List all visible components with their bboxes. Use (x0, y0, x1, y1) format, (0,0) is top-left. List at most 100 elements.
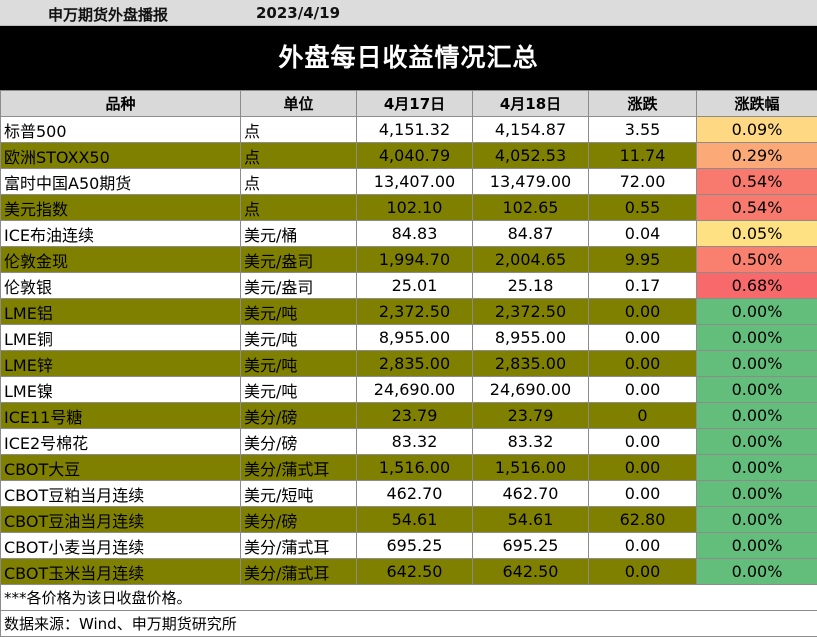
price-date2-cell: 2,004.65 (473, 247, 589, 273)
change-pct-cell: 0.29% (697, 143, 817, 169)
report-source-name: 申万期货外盘播报 (48, 4, 168, 25)
unit-cell: 美分/磅 (241, 429, 357, 455)
source-row: 数据来源：Wind、申万期货研究所 (1, 611, 817, 637)
unit-cell: 美分/磅 (241, 507, 357, 533)
instrument-name: LME铝 (1, 299, 241, 325)
change-cell: 9.95 (589, 247, 697, 273)
instrument-name: ICE布油连续 (1, 221, 241, 247)
instrument-name: 标普500 (1, 117, 241, 143)
price-date1-cell: 13,407.00 (357, 169, 473, 195)
change-pct-cell: 0.00% (697, 533, 817, 559)
source-blank (357, 611, 817, 637)
unit-cell: 点 (241, 117, 357, 143)
unit-cell: 美分/磅 (241, 403, 357, 429)
unit-cell: 美元/吨 (241, 299, 357, 325)
price-date2-cell: 695.25 (473, 533, 589, 559)
instrument-name: CBOT小麦当月连续 (1, 533, 241, 559)
change-cell: 0.00 (589, 481, 697, 507)
price-date2-cell: 2,835.00 (473, 351, 589, 377)
change-pct-cell: 0.00% (697, 299, 817, 325)
change-pct-cell: 0.00% (697, 325, 817, 351)
instrument-name: CBOT大豆 (1, 455, 241, 481)
price-date1-cell: 695.25 (357, 533, 473, 559)
change-pct-cell: 0.05% (697, 221, 817, 247)
instrument-name: ICE2号棉花 (1, 429, 241, 455)
price-date1-cell: 102.10 (357, 195, 473, 221)
change-cell: 0.04 (589, 221, 697, 247)
unit-cell: 美元/短吨 (241, 481, 357, 507)
instrument-name: CBOT豆油当月连续 (1, 507, 241, 533)
change-cell: 0.00 (589, 325, 697, 351)
price-date1-cell: 84.83 (357, 221, 473, 247)
data-source-note: 数据来源：Wind、申万期货研究所 (1, 611, 357, 637)
price-date1-cell: 4,040.79 (357, 143, 473, 169)
unit-cell: 点 (241, 169, 357, 195)
price-date2-cell: 4,154.87 (473, 117, 589, 143)
price-date2-cell: 462.70 (473, 481, 589, 507)
change-cell: 0.17 (589, 273, 697, 299)
price-date1-cell: 462.70 (357, 481, 473, 507)
change-pct-cell: 0.54% (697, 195, 817, 221)
change-pct-cell: 0.68% (697, 273, 817, 299)
price-date1-cell: 54.61 (357, 507, 473, 533)
instrument-name: LME镍 (1, 377, 241, 403)
unit-cell: 美元/盎司 (241, 247, 357, 273)
instrument-name: CBOT玉米当月连续 (1, 559, 241, 585)
column-header-change-pct: 涨跌幅 (697, 91, 817, 117)
price-date1-cell: 25.01 (357, 273, 473, 299)
price-date2-cell: 4,052.53 (473, 143, 589, 169)
unit-cell: 美元/桶 (241, 221, 357, 247)
change-pct-cell: 0.00% (697, 429, 817, 455)
instrument-name: 富时中国A50期货 (1, 169, 241, 195)
instrument-name: 美元指数 (1, 195, 241, 221)
price-date2-cell: 84.87 (473, 221, 589, 247)
change-pct-cell: 0.00% (697, 481, 817, 507)
change-pct-cell: 0.00% (697, 455, 817, 481)
note-row: ***各价格为该日收盘价格。 (1, 585, 817, 611)
price-date2-cell: 25.18 (473, 273, 589, 299)
instrument-name: ICE11号糖 (1, 403, 241, 429)
change-pct-cell: 0.00% (697, 377, 817, 403)
price-date1-cell: 1,994.70 (357, 247, 473, 273)
change-cell: 62.80 (589, 507, 697, 533)
change-cell: 0.00 (589, 559, 697, 585)
change-cell: 0 (589, 403, 697, 429)
price-note: ***各价格为该日收盘价格。 (1, 585, 357, 611)
change-cell: 0.00 (589, 455, 697, 481)
column-header-date2: 4月18日 (473, 91, 589, 117)
change-pct-cell: 0.54% (697, 169, 817, 195)
unit-cell: 美元/吨 (241, 325, 357, 351)
price-date1-cell: 642.50 (357, 559, 473, 585)
column-header-name: 品种 (1, 91, 241, 117)
price-date1-cell: 83.32 (357, 429, 473, 455)
price-date2-cell: 83.32 (473, 429, 589, 455)
price-date2-cell: 54.61 (473, 507, 589, 533)
price-date2-cell: 1,516.00 (473, 455, 589, 481)
instrument-name: LME锌 (1, 351, 241, 377)
column-header-date1: 4月17日 (357, 91, 473, 117)
change-cell: 0.00 (589, 377, 697, 403)
column-header-unit: 单位 (241, 91, 357, 117)
unit-cell: 美元/盎司 (241, 273, 357, 299)
unit-cell: 美分/蒲式耳 (241, 455, 357, 481)
report-title: 外盘每日收益情况汇总 (0, 26, 817, 90)
price-date1-cell: 23.79 (357, 403, 473, 429)
unit-cell: 美元/吨 (241, 351, 357, 377)
price-date1-cell: 4,151.32 (357, 117, 473, 143)
price-date1-cell: 2,835.00 (357, 351, 473, 377)
price-date2-cell: 24,690.00 (473, 377, 589, 403)
change-cell: 11.74 (589, 143, 697, 169)
price-date1-cell: 2,372.50 (357, 299, 473, 325)
